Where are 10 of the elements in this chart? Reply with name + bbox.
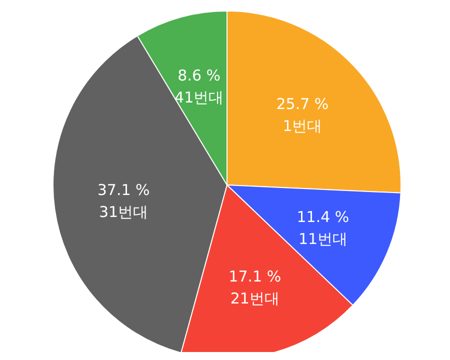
slice-label: 1번대 (282, 116, 322, 135)
data-label: 17.1 % (228, 268, 282, 286)
slice-label: 21번대 (230, 290, 280, 308)
slice-label: 41번대 (174, 88, 224, 106)
data-label: 11.4 % (296, 208, 350, 226)
data-label: 25.7 % (276, 94, 329, 113)
slice-label: 11번대 (298, 230, 348, 248)
data-label: 8.6 % (178, 66, 221, 84)
slice-label: 31번대 (99, 203, 148, 222)
data-label: 37.1 % (97, 181, 150, 200)
